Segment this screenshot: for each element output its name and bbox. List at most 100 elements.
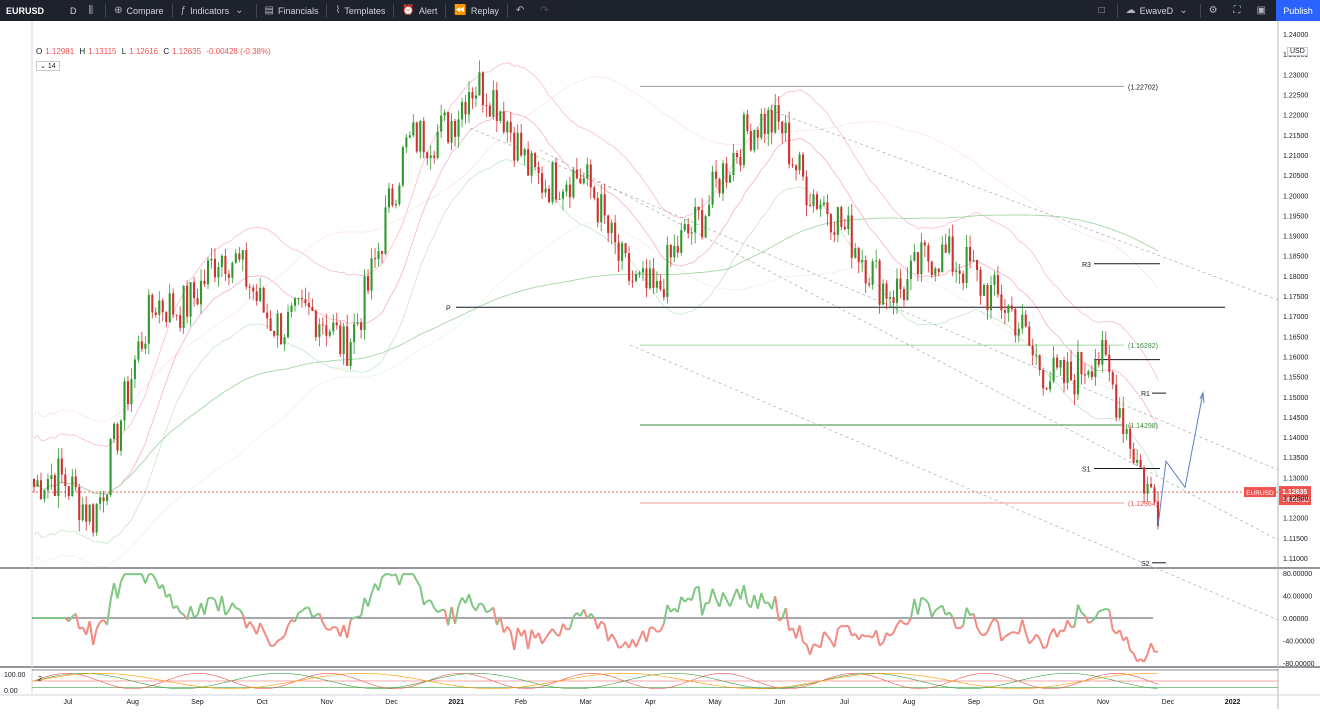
layout-button[interactable]: □ (1093, 0, 1115, 21)
candle-body (562, 192, 564, 199)
oscillator-segment (236, 608, 239, 609)
templates-button[interactable]: ⌇ Templates (329, 0, 391, 21)
candle-body (224, 256, 226, 274)
time-tick-label: May (708, 699, 722, 706)
close-label: C (163, 47, 169, 56)
candle-body (134, 360, 136, 380)
oscillator-tick-label: -40.00000 (1283, 639, 1315, 646)
candle-body (750, 131, 752, 150)
alert-button[interactable]: ⏰Alert (396, 0, 443, 21)
candle-body (64, 474, 66, 486)
candle-body (517, 133, 519, 161)
toolbar-divider (105, 4, 106, 18)
candle-body (458, 119, 460, 137)
candle-body (482, 72, 484, 105)
candle-body (92, 505, 94, 533)
candle-body (1112, 372, 1114, 384)
candle-body (492, 90, 494, 116)
financials-button[interactable]: ▤Financials (259, 0, 325, 21)
candle-body (531, 153, 533, 175)
oscillator-tick-label: 0.00000 (1283, 616, 1308, 623)
price-chart-svg[interactable]: (1.22702)R3P(1.16282)R1(1.14298)S1(1.123… (0, 21, 1320, 709)
toolbar-divider (326, 4, 327, 18)
candle-body (120, 421, 122, 451)
redo-button[interactable]: ↷ (534, 0, 558, 21)
price-tick-label: 1.18500 (1283, 254, 1308, 261)
currency-selector[interactable]: USD (1287, 47, 1308, 56)
candle-body (600, 194, 602, 222)
candle-body (569, 185, 571, 198)
plus-circle-icon: ⊕ (114, 5, 122, 16)
high-label: H (79, 47, 85, 56)
alarm-clock-icon: ⏰ (402, 5, 414, 16)
replay-button[interactable]: ⏪Replay (448, 0, 504, 21)
candle-body (966, 247, 968, 283)
candle-body (812, 194, 814, 206)
chart-type-button[interactable]: ⫼ (83, 0, 104, 21)
layout-name-button[interactable]: ☁EwaveD⌄ (1120, 0, 1198, 21)
price-tick-label: 1.22000 (1283, 113, 1308, 120)
layout-square-icon: □ (1099, 5, 1105, 16)
low-value: 1.12616 (129, 47, 158, 56)
candle-body (847, 215, 849, 229)
templates-icon: ⌇ (335, 5, 340, 16)
candle-body (78, 487, 80, 520)
fullscreen-button[interactable]: ⛶ (1228, 0, 1251, 21)
candle-body (1150, 484, 1152, 488)
oscillator-segment (1043, 647, 1046, 648)
undo-button[interactable]: ↶ (510, 0, 534, 21)
symbol-search[interactable]: EURUSD (0, 0, 64, 21)
change-value: -0.00428 (-0.38%) (206, 47, 270, 56)
candle-body (350, 342, 352, 366)
candle-body (186, 286, 188, 317)
candle-body (437, 132, 439, 158)
compare-button[interactable]: ⊕Compare (108, 0, 169, 21)
candle-body (155, 312, 157, 315)
candle-body (715, 172, 717, 179)
interval-selector[interactable]: D (64, 0, 83, 21)
candle-body (116, 424, 118, 451)
candle-body (889, 297, 891, 299)
candle-body (1101, 340, 1103, 365)
candle-body (402, 147, 404, 185)
snapshot-button[interactable]: ▣ (1251, 0, 1276, 21)
candle-body (144, 344, 146, 349)
chevron-down-icon: ⌄ (40, 63, 46, 70)
candle-body (464, 102, 466, 115)
settings-button[interactable]: ⚙ (1203, 0, 1228, 21)
candle-body (718, 179, 720, 194)
time-tick-label: Oct (257, 699, 268, 706)
candle-body (524, 149, 526, 155)
candle-body (1021, 315, 1023, 329)
candle-body (183, 286, 185, 328)
candle-body (510, 122, 512, 133)
oscillator-tick-label: 40.00000 (1283, 594, 1312, 601)
open-label: O (36, 47, 42, 56)
candle-body (235, 253, 237, 262)
candle-body (130, 379, 132, 404)
candle-body (607, 216, 609, 234)
candle-body (736, 153, 738, 157)
candle-body (579, 178, 581, 183)
level-label: (1.12364) (1128, 501, 1158, 508)
candle-body (760, 114, 762, 138)
candle-body (259, 288, 261, 301)
candle-body (245, 250, 247, 287)
candle-body (979, 270, 981, 296)
candle-body (238, 253, 240, 259)
candle-body (266, 313, 268, 319)
candle-body (558, 199, 560, 200)
templates-label: Templates (344, 6, 385, 16)
publish-button[interactable]: Publish (1276, 0, 1320, 21)
candle-body (1094, 360, 1096, 378)
candle-body (1028, 327, 1030, 346)
indicator-length-value: 14 (48, 63, 56, 70)
candle-body (973, 260, 975, 261)
candle-body (959, 270, 961, 273)
candle-body (830, 214, 832, 232)
candle-body (1136, 460, 1138, 463)
candle-body (54, 475, 56, 496)
indicator-length-badge[interactable]: ⌄ 14 (36, 61, 60, 71)
